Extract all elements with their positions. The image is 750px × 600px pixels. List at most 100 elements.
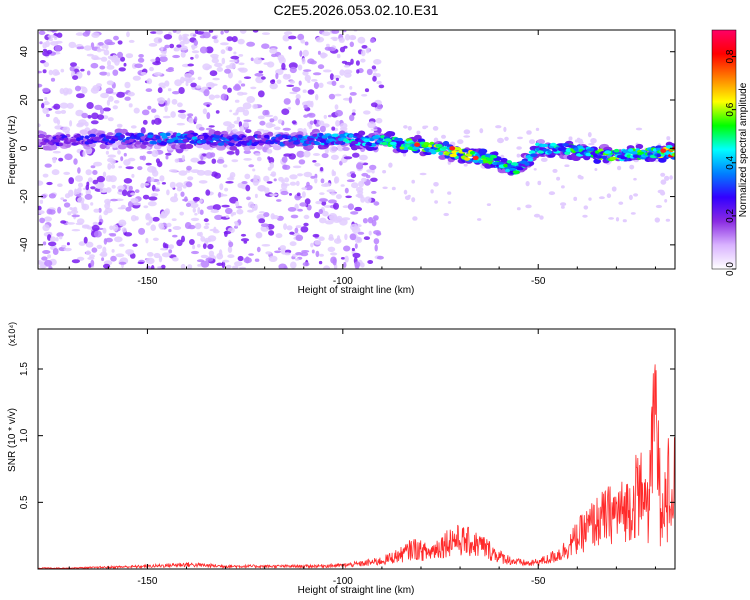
noise-speckle — [375, 117, 383, 124]
noise-speckle — [108, 175, 117, 183]
noise-speckle — [361, 49, 366, 57]
noise-speckle — [38, 30, 46, 35]
noise-speckle — [90, 62, 99, 69]
noise-speckle — [197, 264, 202, 267]
noise-speckle — [132, 75, 141, 81]
noise-speckle — [339, 84, 345, 89]
noise-speckle — [630, 212, 636, 215]
noise-speckle — [260, 225, 269, 232]
noise-speckle — [215, 110, 220, 114]
noise-speckle — [525, 181, 530, 187]
ridge-blob — [84, 135, 90, 139]
colorbar: 0.0 0.2 0.4 0.6 0.8 Normalized spectral ampl… — [711, 29, 749, 276]
noise-speckle — [42, 173, 49, 178]
ridge-blob — [200, 139, 207, 144]
noise-speckle — [87, 177, 93, 183]
ridge-blob — [397, 137, 403, 142]
noise-speckle — [537, 180, 542, 186]
noise-speckle — [289, 193, 292, 196]
ridge-blob — [235, 143, 242, 147]
noise-speckle — [349, 233, 357, 241]
noise-speckle — [195, 85, 202, 89]
noise-speckle — [85, 241, 94, 248]
noise-speckle — [317, 50, 321, 55]
noise-speckle — [351, 36, 356, 40]
noise-speckle — [525, 204, 532, 209]
noise-speckle — [169, 181, 176, 189]
noise-speckle — [91, 224, 100, 231]
noise-speckle — [370, 102, 378, 108]
noise-speckle — [318, 82, 324, 89]
noise-speckle — [298, 80, 302, 86]
noise-speckle — [38, 205, 42, 211]
noise-speckle — [288, 35, 297, 40]
noise-speckle — [74, 189, 81, 195]
noise-speckle — [75, 222, 84, 226]
noise-speckle — [349, 41, 354, 48]
noise-speckle — [56, 232, 64, 238]
noise-speckle — [411, 179, 416, 184]
y-tick-label: 20 — [19, 94, 30, 106]
noise-speckle — [171, 98, 178, 105]
noise-speckle — [245, 184, 251, 192]
noise-speckle — [296, 150, 305, 158]
noise-speckle — [38, 180, 44, 186]
noise-speckle — [268, 230, 275, 236]
noise-speckle — [222, 164, 228, 168]
noise-speckle — [81, 87, 88, 94]
noise-speckle — [75, 32, 84, 36]
noise-speckle — [190, 217, 200, 222]
noise-speckle — [157, 266, 161, 269]
noise-speckle — [240, 83, 246, 87]
ridge-blob — [159, 132, 167, 137]
noise-speckle — [254, 193, 258, 199]
noise-speckle — [236, 116, 241, 122]
spectrogram-axes: -150 -100 -50 -40 -20 0 20 40 — [19, 30, 675, 287]
noise-speckle — [371, 169, 375, 174]
noise-speckle — [42, 107, 49, 114]
ridge-blob — [512, 170, 520, 174]
noise-speckle — [497, 137, 504, 144]
y-tick-label: 0 — [19, 145, 30, 151]
noise-speckle — [45, 113, 50, 118]
ridge-blob — [348, 134, 354, 138]
noise-speckle — [232, 128, 238, 133]
noise-speckle — [39, 217, 45, 224]
noise-speckle — [419, 172, 427, 176]
noise-speckle — [191, 250, 199, 255]
noise-speckle — [92, 170, 98, 175]
ridge-blob — [389, 141, 397, 146]
noise-speckle — [273, 178, 277, 182]
noise-speckle — [375, 232, 382, 236]
noise-speckle — [302, 128, 307, 135]
noise-speckle — [288, 153, 297, 160]
noise-speckle — [186, 165, 192, 171]
noise-speckle — [120, 156, 124, 162]
noise-speckle — [265, 251, 272, 255]
noise-speckle — [172, 234, 178, 238]
noise-speckle — [126, 190, 133, 198]
noise-speckle — [170, 196, 179, 203]
noise-speckle — [104, 202, 111, 210]
noise-speckle — [611, 186, 617, 192]
noise-speckle — [403, 189, 408, 195]
noise-speckle — [301, 57, 306, 65]
noise-speckle — [57, 183, 63, 187]
noise-speckle — [190, 82, 197, 88]
noise-speckle — [205, 257, 214, 262]
noise-speckle — [77, 167, 81, 174]
noise-speckle — [303, 69, 312, 72]
noise-speckle — [287, 106, 291, 110]
noise-speckle — [352, 109, 356, 113]
noise-speckle — [288, 62, 298, 70]
noise-speckle — [367, 217, 374, 224]
noise-speckle — [38, 83, 43, 88]
noise-speckle — [287, 207, 297, 212]
noise-speckle — [432, 125, 439, 131]
noise-speckle — [66, 222, 75, 225]
noise-speckle — [232, 112, 239, 116]
noise-speckle — [211, 171, 218, 177]
noise-speckle — [304, 41, 309, 46]
ridge-blob — [562, 143, 569, 147]
noise-speckle — [212, 230, 220, 234]
